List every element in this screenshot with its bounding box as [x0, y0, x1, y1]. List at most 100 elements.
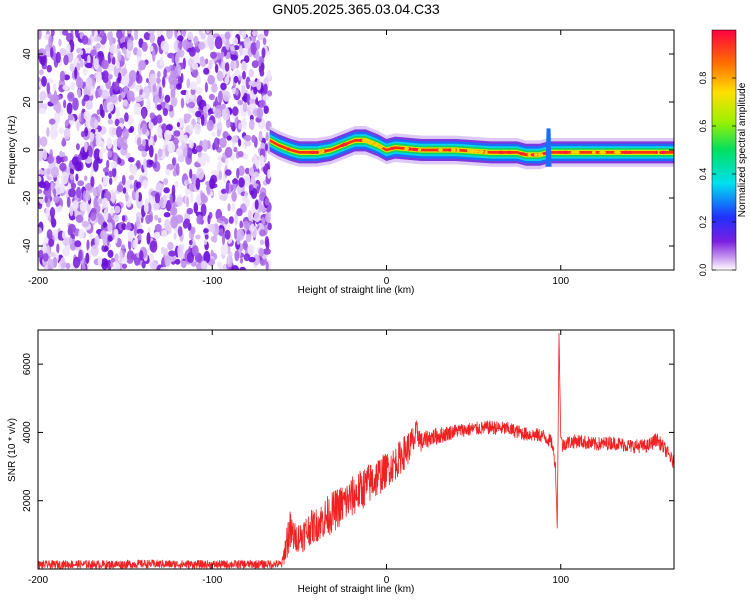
spectrogram-noise-cell	[247, 210, 253, 222]
spectrogram-noise-cell	[166, 163, 174, 171]
spectrogram-noise-cell	[191, 62, 199, 70]
spectrogram-noise-cell	[168, 250, 177, 257]
spectrogram-noise-cell	[255, 49, 260, 62]
spectrogram-noise-cell	[211, 83, 218, 93]
spectrogram-noise-cell	[119, 250, 123, 263]
spectrogram-y-tick-label: 0	[22, 147, 33, 153]
spectrogram-noise-cell	[53, 195, 60, 204]
spectrogram-noise-cell	[231, 265, 239, 270]
spectrogram-noise-cell	[164, 219, 171, 232]
spectrogram-noise-cell	[252, 30, 258, 37]
spectrogram-noise-cell	[146, 232, 151, 245]
spectrogram-noise-cell	[133, 224, 137, 237]
spectrogram-noise-cell	[236, 208, 243, 217]
spectrogram-noise-cell	[182, 39, 190, 51]
spectrogram-noise-cell	[257, 33, 265, 41]
spectrogram-ridge-peak	[615, 150, 621, 154]
spectrogram-noise-cell	[40, 136, 48, 147]
spectrogram-ridge-peak	[599, 150, 606, 154]
spectrogram-noise-cell	[196, 214, 203, 225]
spectrogram-noise-cell	[248, 184, 254, 191]
spectrogram-noise-cell	[172, 202, 176, 215]
spectrogram-noise-cell	[193, 180, 197, 188]
spectrogram-noise-cell	[69, 205, 74, 217]
spectrogram-noise-cell	[48, 251, 56, 257]
spectrogram-noise-cell	[201, 152, 209, 162]
spectrogram-noise-cell	[256, 107, 264, 119]
snr-y-tick-label: 4000	[22, 421, 33, 444]
spectrogram-noise-cell	[79, 201, 87, 212]
spectrogram-noise-cell	[191, 245, 199, 256]
spectrogram-noise-cell	[253, 212, 261, 223]
spectrogram-noise-cell	[77, 88, 81, 99]
spectrogram-noise-cell	[93, 159, 99, 172]
spectrogram-noise-cell	[173, 232, 177, 240]
spectrogram-noise-cell	[135, 74, 143, 84]
spectrogram-noise-cell	[102, 167, 110, 173]
spectrogram-noise-cell	[166, 124, 173, 132]
spectrogram-noise-cell	[75, 214, 84, 223]
spectrogram-noise-cell	[263, 30, 269, 37]
spectrogram-ridge-peak	[654, 150, 658, 154]
spectrogram-noise-cell	[110, 94, 118, 104]
spectrogram-panel: -200 -100 0 100 40 20 0 -20 -40 Height of strai…	[7, 29, 675, 296]
spectrogram-ridge-peak	[623, 150, 629, 154]
spectrogram-noise-cell	[157, 71, 161, 78]
spectrogram-noise-cell	[261, 47, 266, 59]
spectrogram-noise-cell	[231, 88, 237, 95]
spectrogram-noise-cell	[250, 173, 255, 185]
spectrogram-noise-cell	[189, 93, 194, 100]
spectrogram-noise-cell	[68, 188, 76, 198]
spectrogram-noise-cell	[206, 119, 214, 132]
spectrogram-noise-cell	[175, 52, 180, 66]
spectrogram-noise-cell	[202, 139, 209, 152]
spectrogram-noise-cell	[239, 266, 247, 270]
spectrogram-noise-cell	[148, 122, 154, 130]
spectrogram-noise-cell	[70, 81, 76, 91]
spectrogram-noise-cell	[250, 223, 255, 232]
spectrogram-noise-cell	[148, 214, 154, 223]
spectrogram-noise-cell	[102, 70, 109, 83]
spectrogram-noise-cell	[59, 150, 63, 158]
spectrogram-ridge-peak	[574, 150, 580, 154]
spectrogram-noise-cell	[207, 33, 214, 46]
spectrogram-noise-cell	[192, 68, 199, 78]
spectrogram-noise-cell	[185, 90, 190, 103]
spectrogram-noise-cell	[195, 87, 203, 95]
spectrogram-noise-cell	[110, 262, 114, 268]
spectrogram-y-tick-label: -40	[22, 238, 33, 253]
spectrogram-noise-cell	[126, 258, 134, 264]
spectrogram-noise-cell	[187, 147, 193, 159]
spectrogram-noise-cell	[102, 175, 109, 185]
spectrogram-noise-cell	[186, 78, 191, 89]
spectrogram-noise-cell	[45, 206, 50, 218]
spectrogram-noise-cell	[255, 159, 260, 170]
spectrogram-noise-cell	[68, 223, 76, 234]
spectrogram-noise-cell	[59, 162, 67, 172]
spectrogram-noise-cell	[211, 170, 219, 176]
spectrogram-noise-cell	[96, 109, 101, 115]
spectrogram-noise-cell	[135, 190, 139, 202]
spectrogram-noise-cell	[156, 30, 162, 37]
spectrogram-noise-cell	[102, 221, 108, 228]
spectrogram-noise-cell	[91, 30, 95, 37]
spectrogram-ridge-peak	[378, 145, 384, 149]
spectrogram-noise-cell	[264, 143, 268, 152]
spectrogram-noise-cell	[63, 155, 68, 162]
spectrogram-noise-cell	[78, 249, 83, 262]
spectrogram-noise-cell	[76, 62, 81, 71]
spectrogram-noise-cell	[148, 144, 154, 158]
spectrogram-y-tick-label: 20	[22, 96, 33, 108]
spectrogram-noise-cell	[264, 197, 270, 206]
spectrogram-noise-cell	[138, 232, 142, 241]
spectrogram-noise-cell	[77, 180, 85, 187]
spectrogram-noise-cell	[221, 60, 226, 71]
spectrogram-noise-cell	[122, 47, 127, 55]
spectrogram-noise-cell	[126, 39, 134, 52]
spectrogram-noise-cell	[38, 136, 41, 149]
spectrogram-ridge-peak	[342, 142, 348, 146]
spectrogram-noise-cell	[189, 81, 198, 90]
spectrogram-noise-cell	[164, 94, 171, 103]
spectrogram-noise-cell	[66, 196, 71, 208]
